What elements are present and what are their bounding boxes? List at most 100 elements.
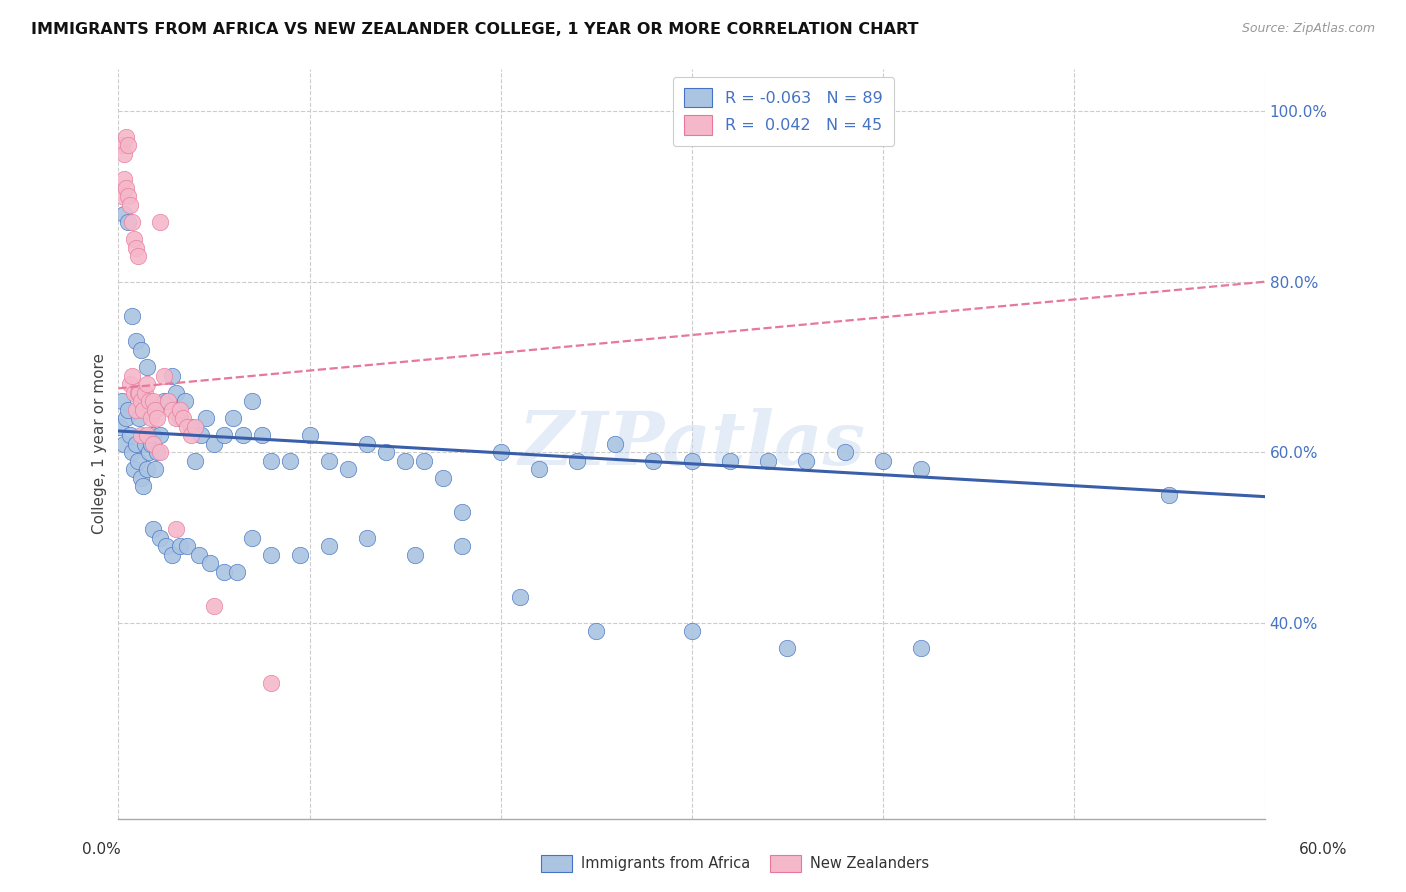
Text: 60.0%: 60.0% — [1299, 842, 1347, 856]
Point — [127, 454, 149, 468]
Point — [142, 522, 165, 536]
Point — [143, 462, 166, 476]
Text: New Zealanders: New Zealanders — [810, 856, 929, 871]
Point — [117, 215, 139, 229]
Point — [172, 411, 194, 425]
Point — [149, 531, 172, 545]
Point — [374, 445, 396, 459]
Point — [195, 411, 218, 425]
Point — [122, 232, 145, 246]
Point — [718, 454, 741, 468]
Point — [212, 565, 235, 579]
Point — [176, 539, 198, 553]
Point — [240, 394, 263, 409]
Point — [451, 539, 474, 553]
Point — [124, 334, 146, 349]
Point — [136, 428, 159, 442]
Point — [169, 411, 191, 425]
Point — [117, 189, 139, 203]
Point — [834, 445, 856, 459]
Point — [280, 454, 302, 468]
Point — [212, 428, 235, 442]
Point — [153, 394, 176, 409]
Point — [138, 394, 160, 409]
Point — [111, 138, 134, 153]
Point — [138, 445, 160, 459]
Point — [131, 394, 153, 409]
Point — [489, 445, 512, 459]
Point — [872, 454, 894, 468]
Point — [509, 591, 531, 605]
Point — [198, 556, 221, 570]
Point — [413, 454, 436, 468]
Point — [202, 599, 225, 613]
Point — [184, 419, 207, 434]
Point — [128, 411, 150, 425]
Point — [124, 241, 146, 255]
Point — [111, 189, 134, 203]
Text: ZIPatlas: ZIPatlas — [519, 408, 865, 480]
Point — [318, 539, 340, 553]
Point — [155, 539, 177, 553]
Y-axis label: College, 1 year or more: College, 1 year or more — [93, 353, 107, 534]
Point — [112, 436, 135, 450]
Point — [356, 531, 378, 545]
Point — [117, 402, 139, 417]
Text: 0.0%: 0.0% — [82, 842, 121, 856]
Point — [127, 385, 149, 400]
Point — [1159, 488, 1181, 502]
Point — [250, 428, 273, 442]
Point — [153, 368, 176, 383]
Point — [143, 402, 166, 417]
Point — [139, 411, 162, 425]
Point — [157, 394, 180, 409]
Point — [117, 138, 139, 153]
Point — [160, 368, 183, 383]
Point — [145, 411, 167, 425]
Point — [404, 548, 426, 562]
Point — [131, 343, 153, 357]
Point — [565, 454, 588, 468]
Point — [118, 198, 141, 212]
Point — [115, 181, 138, 195]
Point — [240, 531, 263, 545]
Point — [260, 454, 283, 468]
Point — [681, 454, 703, 468]
Point — [134, 385, 156, 400]
Point — [165, 522, 187, 536]
Point — [112, 206, 135, 220]
Point — [176, 419, 198, 434]
Point — [318, 454, 340, 468]
Point — [128, 385, 150, 400]
Point — [605, 436, 627, 450]
Point — [356, 436, 378, 450]
Point — [134, 436, 156, 450]
Point — [288, 548, 311, 562]
Point — [910, 641, 932, 656]
Point — [112, 172, 135, 186]
Text: Source: ZipAtlas.com: Source: ZipAtlas.com — [1241, 22, 1375, 36]
Point — [187, 548, 209, 562]
Point — [136, 377, 159, 392]
Point — [394, 454, 416, 468]
Point — [160, 402, 183, 417]
Point — [136, 359, 159, 374]
Point — [124, 402, 146, 417]
Point — [165, 411, 187, 425]
Point — [232, 428, 254, 442]
Point — [142, 436, 165, 450]
Point — [160, 548, 183, 562]
Point — [169, 539, 191, 553]
Point — [115, 129, 138, 144]
Point — [451, 505, 474, 519]
Text: Immigrants from Africa: Immigrants from Africa — [581, 856, 749, 871]
Point — [681, 624, 703, 639]
Point — [165, 385, 187, 400]
Point — [121, 368, 143, 383]
Point — [585, 624, 607, 639]
Point — [180, 419, 202, 434]
Point — [111, 394, 134, 409]
Point — [124, 436, 146, 450]
Point — [121, 445, 143, 459]
Point — [184, 454, 207, 468]
